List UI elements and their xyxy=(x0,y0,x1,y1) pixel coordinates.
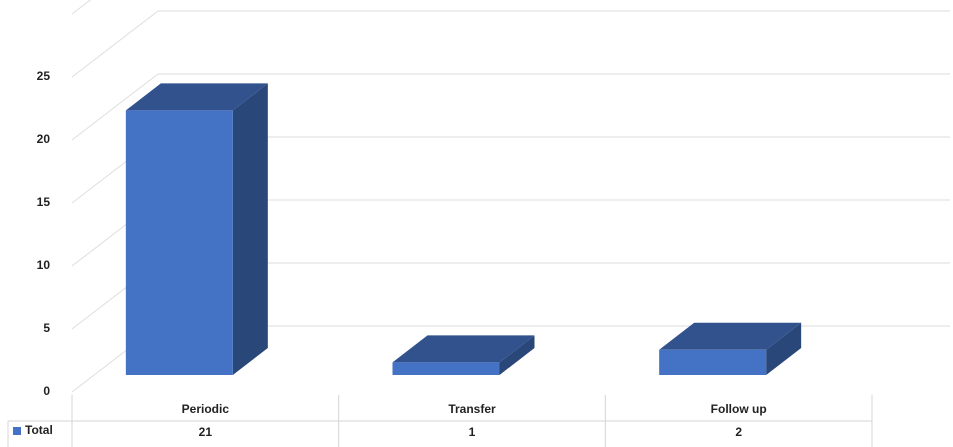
table-value: 2 xyxy=(735,425,742,439)
x-tick-label: Follow up xyxy=(711,402,767,416)
table-value: 1 xyxy=(469,425,476,439)
bar-side xyxy=(232,83,268,376)
bar-side xyxy=(499,335,535,375)
table-value: 21 xyxy=(199,425,213,439)
bar-top xyxy=(659,322,802,350)
grid-line xyxy=(71,0,92,15)
y-tick-label: 5 xyxy=(43,321,50,335)
y-tick-label: 25 xyxy=(37,69,51,83)
grid-line xyxy=(71,10,950,78)
y-tick-label: 0 xyxy=(43,384,50,398)
bar xyxy=(659,349,767,375)
bar-top xyxy=(392,335,535,363)
y-tick-label: 10 xyxy=(37,258,51,272)
y-tick-label: 15 xyxy=(37,195,51,209)
legend-swatch xyxy=(13,427,21,435)
grid-line xyxy=(71,73,950,141)
bar xyxy=(392,362,500,375)
bar-side xyxy=(766,322,802,375)
legend-label: Total xyxy=(25,423,53,437)
x-tick-label: Transfer xyxy=(448,402,496,416)
x-tick-label: Periodic xyxy=(182,402,230,416)
bar xyxy=(125,110,233,376)
y-tick-label: 20 xyxy=(37,132,51,146)
bar-top xyxy=(125,83,268,111)
